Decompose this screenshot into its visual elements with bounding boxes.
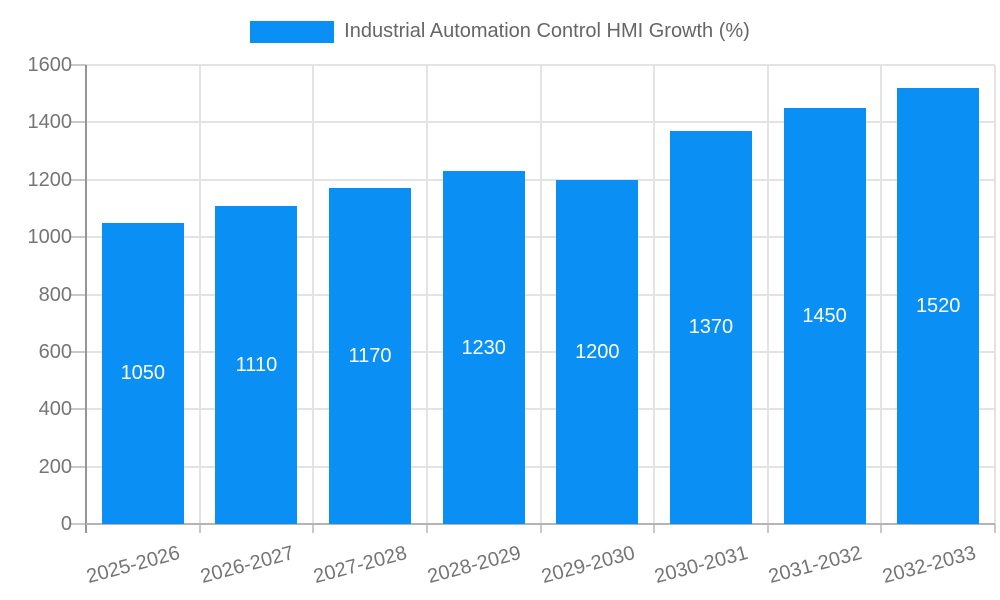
legend-label: Industrial Automation Control HMI Growth…	[344, 20, 750, 42]
y-axis-tick-label: 200	[38, 455, 72, 478]
y-axis-tick	[70, 465, 86, 468]
x-axis-category-label: 2030-2031	[652, 542, 751, 589]
bar-2030-2031[interactable]	[669, 130, 752, 524]
y-axis-tick-label: 1000	[27, 226, 73, 249]
y-axis-tick-label: 1200	[27, 168, 73, 191]
gridline-vertical	[312, 65, 315, 524]
bar-2026-2027[interactable]	[215, 205, 298, 524]
bar-value-label: 1450	[802, 305, 847, 328]
x-axis-tick	[425, 524, 428, 533]
gridline-vertical	[539, 65, 542, 524]
y-axis-tick	[70, 293, 86, 296]
x-axis-tick	[766, 524, 769, 533]
gridline-vertical	[880, 65, 883, 524]
gridline-vertical	[198, 65, 201, 524]
x-axis-tick	[653, 524, 656, 533]
bar-2025-2026[interactable]	[101, 222, 184, 524]
y-axis-tick	[70, 523, 86, 525]
x-axis-category-label: 2026-2027	[198, 542, 297, 589]
x-axis-category-label: 2027-2028	[311, 542, 410, 589]
bar-2027-2028[interactable]	[329, 188, 412, 524]
y-axis-tick-label: 0	[60, 513, 72, 535]
x-axis-category-label: 2029-2030	[538, 542, 638, 589]
x-axis-tick	[994, 524, 996, 533]
bar-value-label: 1110	[235, 353, 278, 376]
legend-item[interactable]: Industrial Automation Control HMI Growth…	[0, 20, 1000, 43]
bar-2031-2032[interactable]	[783, 108, 866, 524]
x-axis-tick	[198, 524, 201, 533]
x-axis-tick	[880, 524, 883, 533]
y-axis-tick	[70, 236, 86, 239]
bar-value-label: 1050	[120, 362, 166, 385]
y-axis-tick	[70, 178, 86, 181]
y-axis-tick	[70, 121, 86, 124]
y-axis-line	[85, 65, 87, 533]
x-axis-tick	[539, 524, 542, 533]
x-axis-category-label: 2032-2033	[879, 542, 978, 589]
y-axis-tick-label: 600	[38, 340, 72, 363]
x-axis-category-label: 2028-2029	[425, 542, 524, 589]
bar-value-label: 1230	[461, 336, 506, 359]
bar-2028-2029[interactable]	[442, 171, 525, 524]
y-axis-tick	[70, 408, 86, 411]
y-axis-tick-label: 1600	[27, 54, 73, 76]
bar-value-label: 1370	[688, 316, 734, 339]
bar-value-label: 1520	[915, 294, 961, 317]
legend-swatch-icon	[250, 20, 335, 43]
y-axis-tick	[70, 350, 86, 353]
x-axis-line	[86, 523, 995, 525]
x-axis-category-label: 2025-2026	[84, 542, 183, 589]
y-axis-tick-label: 1400	[27, 111, 73, 134]
gridline-vertical	[425, 65, 428, 524]
gridline-vertical	[653, 65, 656, 524]
y-axis-tick-label: 400	[38, 398, 72, 421]
x-axis-category-label: 2031-2032	[766, 542, 865, 589]
y-axis-tick	[70, 64, 86, 66]
y-axis-tick-label: 800	[38, 283, 72, 306]
x-axis-tick	[312, 524, 315, 533]
bar-2032-2033[interactable]	[897, 87, 980, 524]
gridline-vertical	[994, 65, 996, 524]
bar-value-label: 1170	[348, 345, 392, 368]
bar-2029-2030[interactable]	[556, 179, 639, 524]
gridline-vertical	[766, 65, 769, 524]
bar-value-label: 1200	[575, 340, 620, 363]
